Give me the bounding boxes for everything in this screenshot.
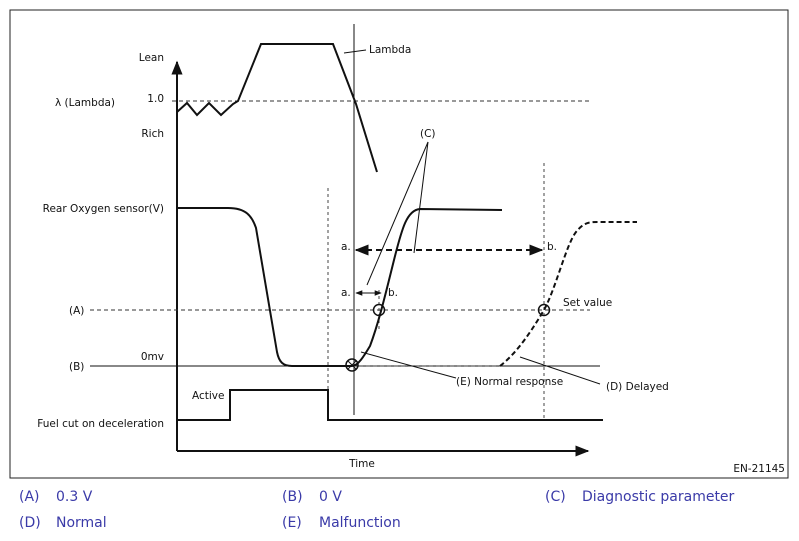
lambda-one-label: 1.0 <box>147 93 164 105</box>
b-marker-label: (B) <box>69 361 84 373</box>
active-label: Active <box>192 390 224 402</box>
normal-response-leader-line <box>360 351 457 379</box>
fuel-cut-signal <box>177 389 603 421</box>
start-point-cross-b <box>347 360 357 370</box>
figure-frame <box>9 9 789 479</box>
legend-item-e: (E) Malfunction <box>282 515 401 531</box>
rear-o2-sensor-curve <box>177 207 503 367</box>
legend-text: Malfunction <box>319 515 401 531</box>
rich-label: Rich <box>141 128 164 140</box>
legend-code: (A) <box>19 489 40 505</box>
legend-text: Normal <box>56 515 107 531</box>
a-marker-label: (A) <box>69 305 84 317</box>
a-upper-label: a. <box>341 241 351 253</box>
rear-o2-sensor-label: Rear Oxygen sensor(V) <box>43 203 164 215</box>
legend-code: (D) <box>19 515 41 531</box>
c-marker-label: (C) <box>420 128 436 140</box>
c-leader-line-1 <box>366 141 429 286</box>
a-lower-label: a. <box>341 287 351 299</box>
legend-item-d: (D) Normal <box>19 515 107 531</box>
legend-text: 0 V <box>319 489 342 505</box>
time-axis-label: Time <box>348 458 375 470</box>
c-leader-line-2 <box>413 141 429 254</box>
normal-response-label: (E) Normal response <box>456 376 563 388</box>
legend-code: (C) <box>545 489 566 505</box>
delayed-set-value-point <box>537 303 551 317</box>
zero-mv-label: 0mv <box>141 351 164 363</box>
lean-label: Lean <box>139 52 164 64</box>
start-point-marker <box>345 358 359 372</box>
legend-text: 0.3 V <box>56 489 93 505</box>
figure-code-label: EN-21145 <box>733 463 785 475</box>
delayed-label: (D) Delayed <box>606 381 669 393</box>
legend-text: Diagnostic parameter <box>582 489 735 505</box>
legend-code: (E) <box>282 515 302 531</box>
delayed-leader-line <box>519 356 601 385</box>
b-upper-label: b. <box>547 241 557 253</box>
fuel-cut-label: Fuel cut on deceleration <box>37 418 164 430</box>
legend-item-a: (A) 0.3 V <box>19 489 92 505</box>
lambda-curve-label: Lambda <box>369 44 411 56</box>
lambda-curve <box>176 43 378 173</box>
legend-item-b: (B) 0 V <box>282 489 342 505</box>
legend-code: (B) <box>282 489 303 505</box>
set-value-label: Set value <box>563 297 612 309</box>
delayed-response-curve <box>499 221 637 367</box>
legend-item-c: (C) Diagnostic parameter <box>545 489 734 505</box>
lambda-axis-label: λ (Lambda) <box>55 97 115 109</box>
normal-set-value-point <box>372 303 386 317</box>
b-lower-label: b. <box>388 287 398 299</box>
lambda-leader-line <box>343 49 367 54</box>
